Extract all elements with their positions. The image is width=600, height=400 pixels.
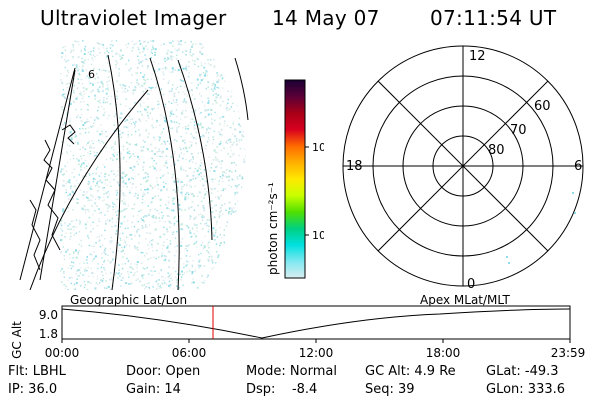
colorbar-tick-100: 100 xyxy=(312,141,324,154)
altitude-curve xyxy=(61,308,571,339)
colorbar-tick-10: 10 xyxy=(312,229,324,242)
xtick-2359: 23:59 xyxy=(551,346,586,360)
ytick-9: 9.0 xyxy=(39,308,58,322)
polar-speckles xyxy=(506,192,576,264)
mlt-label-12: 12 xyxy=(469,49,486,64)
colorbar: 100 10 photon cm⁻²s⁻¹ xyxy=(264,75,333,285)
xtick-1800: 18:00 xyxy=(426,346,461,360)
coastline xyxy=(29,124,76,271)
gain-info: Gain: 14 xyxy=(126,382,181,397)
xtick-0000: 00:00 xyxy=(45,346,80,360)
polar-plot: 12 18 6 0 60 70 80 xyxy=(342,45,584,292)
lat-label-80: 80 xyxy=(488,143,505,158)
glon-info: GLon: 333.6 xyxy=(486,382,566,397)
graticule-lines xyxy=(19,54,249,290)
coast-number-label: 6 xyxy=(88,68,95,81)
colorbar-unit-label: photon cm⁻²s⁻¹ xyxy=(266,182,280,275)
mlt-label-0: 0 xyxy=(467,277,475,292)
mlt-label-18: 18 xyxy=(346,159,363,174)
glat-info: GLat: -49.3 xyxy=(486,364,559,379)
lat-label-60: 60 xyxy=(534,99,551,114)
ytick-1-8: 1.8 xyxy=(39,327,58,341)
door-info: Door: Open xyxy=(126,364,201,379)
timeline-left-label: Geographic Lat/Lon xyxy=(70,293,187,307)
observation-time: 07:11:54 UT xyxy=(430,6,557,30)
ip-info: IP: 36.0 xyxy=(8,382,58,397)
mlt-label-6: 6 xyxy=(574,159,582,174)
filter-info: Flt: LBHL xyxy=(8,364,66,379)
page-title: Ultraviolet Imager xyxy=(40,6,227,30)
timeline-right-label: Apex MLat/MLT xyxy=(420,293,510,307)
seq-info: Seq: 39 xyxy=(365,382,415,397)
altitude-timeline: Geographic Lat/Lon Apex MLat/MLT GC Alt … xyxy=(10,293,586,360)
colorbar-gradient xyxy=(284,79,306,279)
observation-date: 14 May 07 xyxy=(272,6,380,30)
mode-info: Mode: Normal xyxy=(246,364,337,379)
xtick-0600: 06:00 xyxy=(172,346,207,360)
gc-alt-info: GC Alt: 4.9 Re xyxy=(365,364,456,379)
dsp-info: Dsp: -8.4 xyxy=(246,382,318,397)
earth-image-panel: 6 xyxy=(19,40,249,290)
xtick-1200: 12:00 xyxy=(299,346,334,360)
timeline-axis-label: GC Alt xyxy=(10,321,24,359)
lat-label-70: 70 xyxy=(510,123,527,138)
